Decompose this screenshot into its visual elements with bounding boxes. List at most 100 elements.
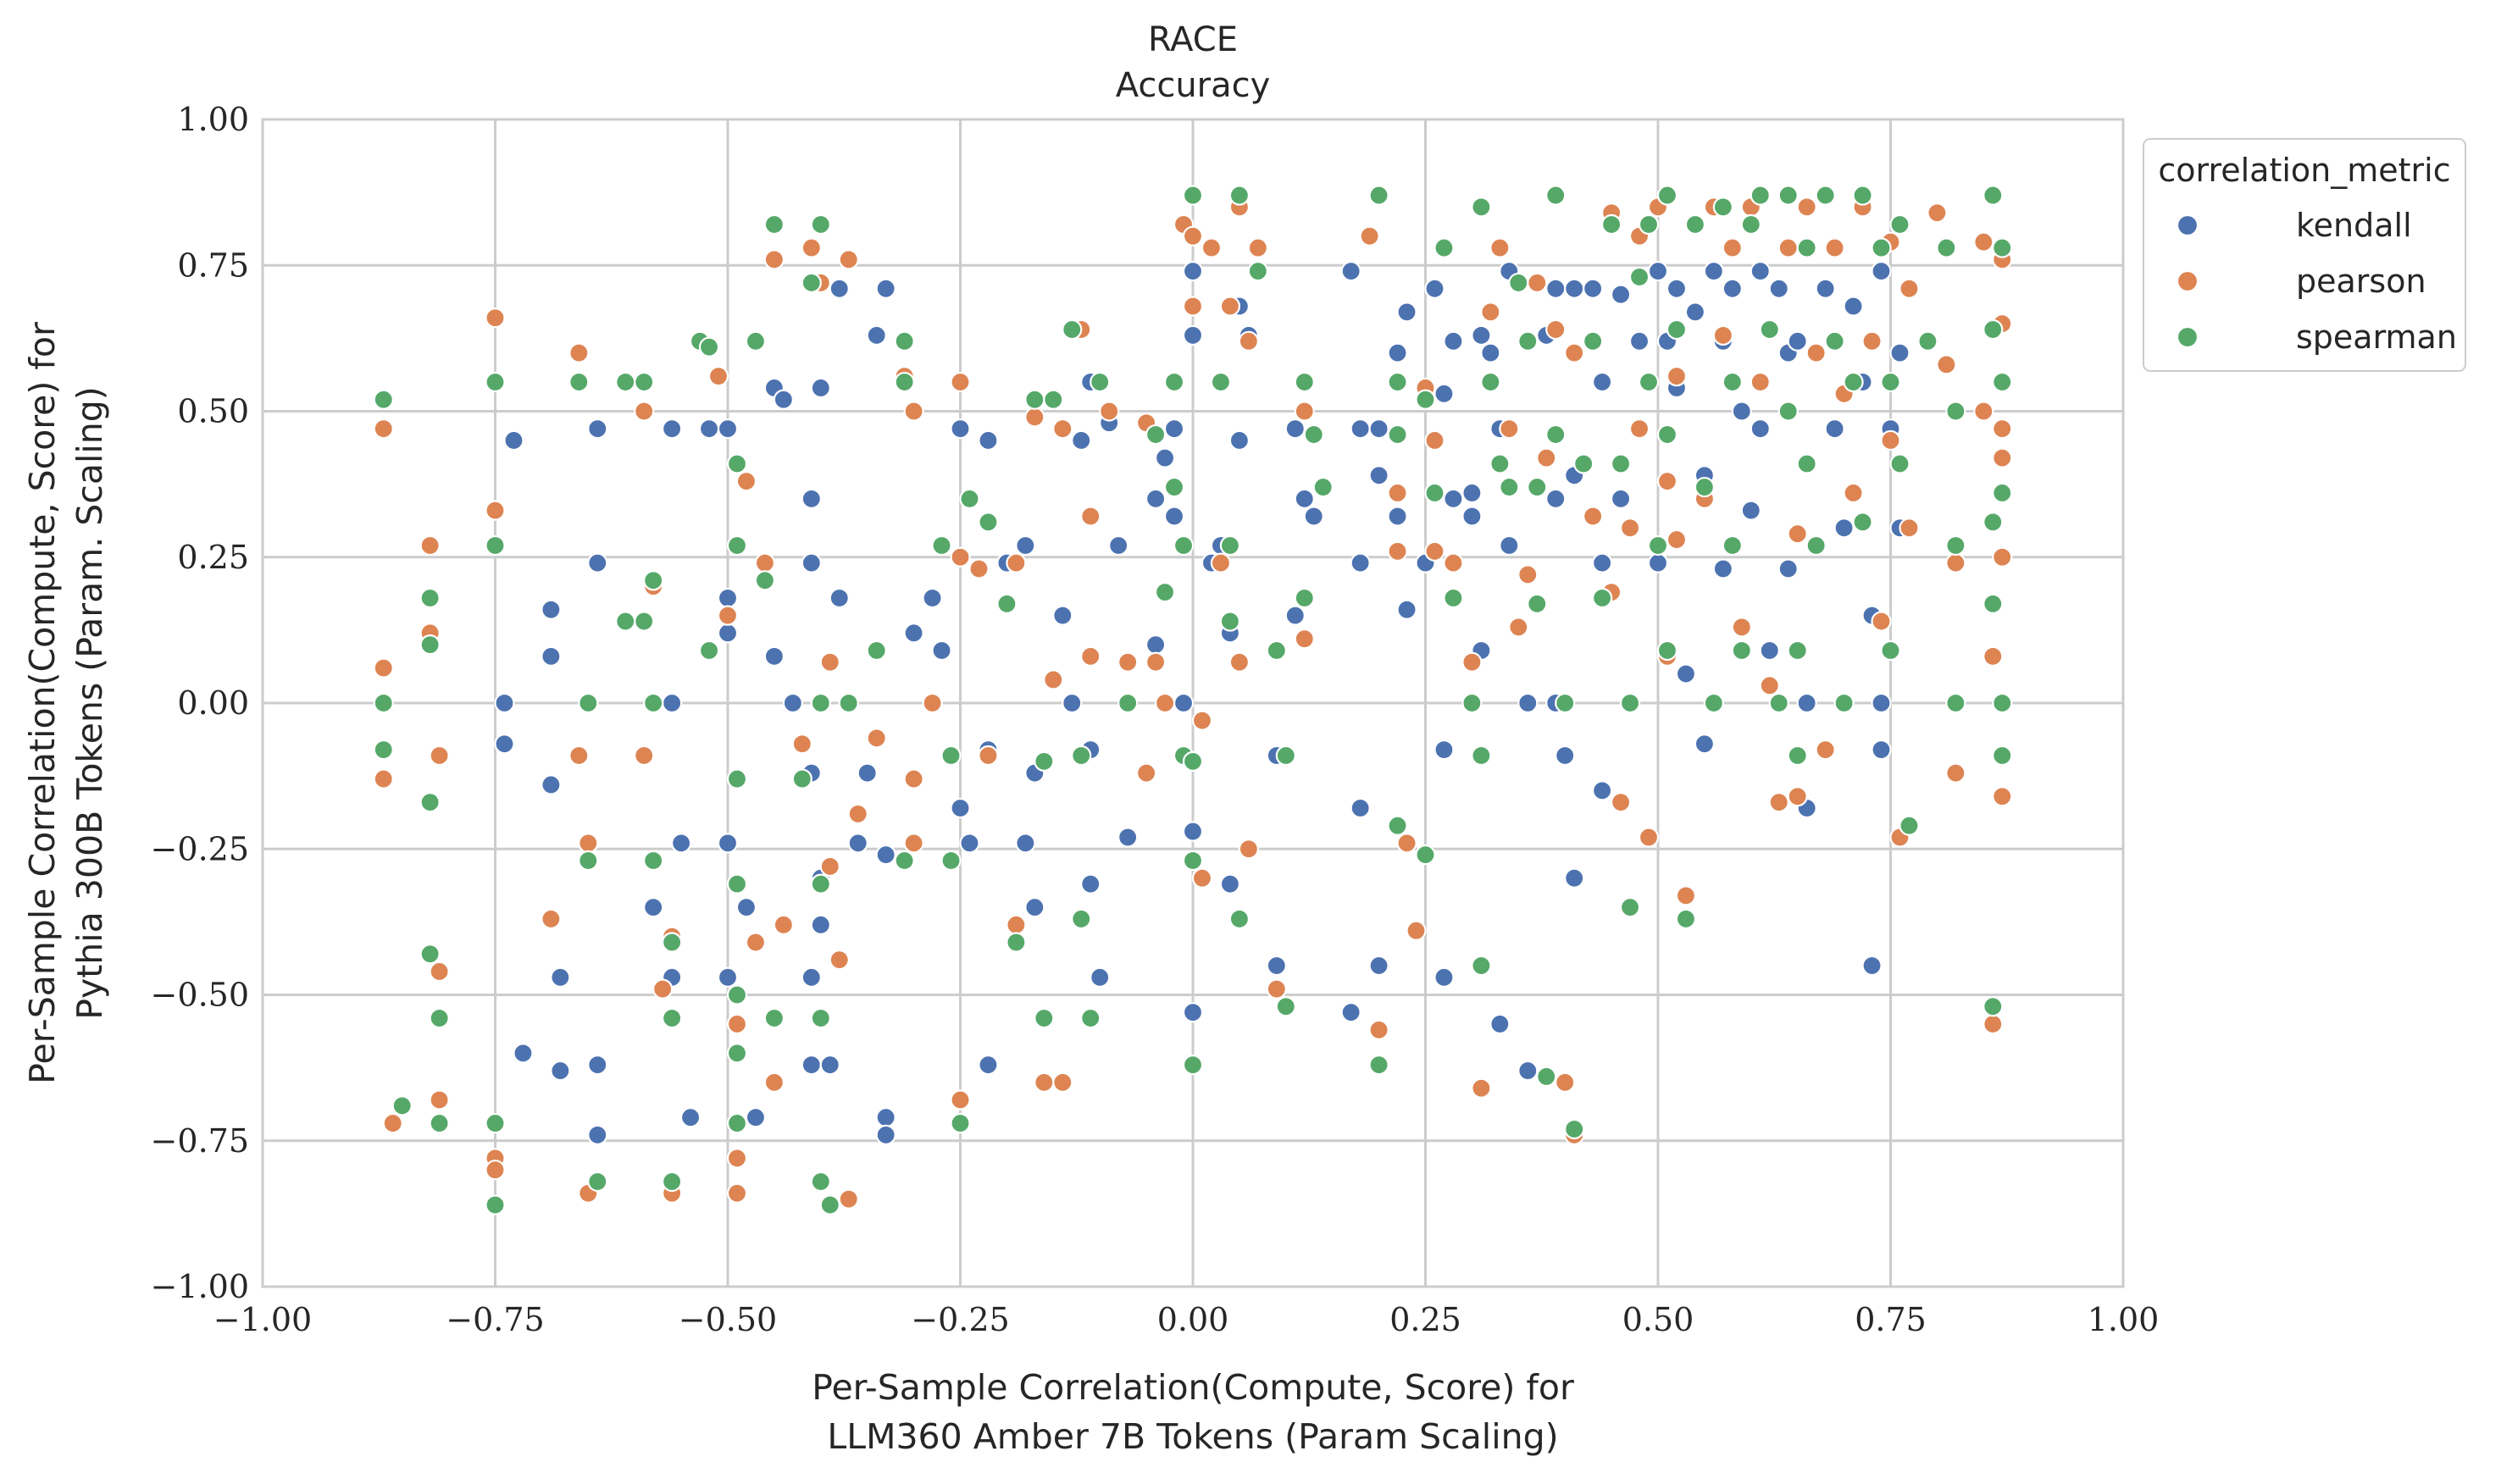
series-spearman — [373, 185, 2013, 1215]
kendall-point — [1015, 534, 1036, 556]
spearman-point — [1759, 318, 1780, 341]
kendall-point — [950, 797, 971, 819]
spearman-point — [643, 570, 664, 591]
kendall-point — [1564, 278, 1585, 299]
kendall-point — [1592, 780, 1613, 801]
pearson-point — [1536, 447, 1557, 468]
kendall-point — [1703, 261, 1724, 282]
spearman-point — [578, 850, 599, 872]
pearson-point — [1238, 839, 1259, 860]
chart-subtitle: Accuracy — [1116, 66, 1271, 105]
kendall-point — [1340, 261, 1361, 282]
kendall-point — [1062, 692, 1083, 714]
kendall-point — [1284, 418, 1306, 440]
spearman-point — [1517, 330, 1539, 352]
spearman-point — [419, 634, 441, 656]
pearson-point — [1750, 371, 1771, 393]
pearson-point — [1508, 617, 1529, 638]
pearson-point — [838, 1188, 859, 1210]
kendall-point — [1461, 482, 1483, 504]
spearman-point — [726, 534, 748, 556]
pearson-point — [419, 534, 441, 556]
kendall-point — [1517, 692, 1539, 714]
spearman-point — [1387, 815, 1408, 836]
spearman-point — [1889, 453, 1910, 474]
pearson-point — [903, 768, 924, 789]
x-tick-labels: −1.00 −0.75 −0.50 −0.25 0.00 0.25 0.50 0.75 1.00 — [214, 1301, 2160, 1338]
pearson-point — [978, 745, 999, 767]
y-axis-label-line2: Pythia 300B Tokens (Param. Scaling) — [69, 386, 110, 1020]
pearson-point — [652, 978, 674, 999]
spearman-point — [1666, 318, 1688, 341]
kendall-point — [1368, 465, 1389, 486]
kendall-point — [494, 734, 515, 755]
spearman-point — [1527, 593, 1548, 614]
spearman-point — [1471, 197, 1492, 218]
kendall-point — [503, 429, 524, 451]
spearman-point — [1722, 371, 1743, 393]
kendall-point — [1434, 383, 1455, 404]
kendall-point — [1350, 418, 1371, 440]
pearson-point — [1843, 482, 1864, 504]
kendall-point — [550, 1060, 571, 1082]
pearson-point — [1145, 651, 1167, 673]
spearman-point — [726, 768, 748, 789]
kendall-point — [541, 599, 562, 620]
spearman-point — [1182, 750, 1204, 772]
spearman-point — [1992, 745, 2013, 767]
kendall-point — [1182, 324, 1204, 346]
spearman-point — [1600, 213, 1622, 235]
pearson-point — [1564, 342, 1585, 363]
kendall-point — [1517, 1060, 1539, 1082]
pearson-point — [1461, 651, 1483, 673]
spearman-point — [1555, 692, 1576, 714]
pearson-point — [819, 651, 840, 673]
pearson-point — [1992, 447, 2013, 468]
spearman-point — [1034, 750, 1055, 772]
kendall-point — [717, 966, 739, 988]
pearson-point — [735, 471, 757, 492]
spearman-point — [940, 850, 962, 872]
spearman-point — [373, 739, 394, 761]
spearman-point — [1210, 371, 1232, 393]
spearman-point — [698, 336, 720, 357]
pearson-point — [1610, 792, 1632, 813]
pearson-point — [754, 552, 776, 573]
kendall-point — [810, 914, 831, 935]
spearman-point — [429, 1112, 450, 1134]
pearson-point — [485, 1160, 506, 1181]
kendall-point — [1471, 324, 1492, 346]
pearson-point — [373, 657, 394, 678]
spearman-point — [1368, 185, 1389, 206]
kendall-point — [801, 966, 822, 988]
spearman-point — [1917, 330, 1938, 352]
x-tick-label: 0.75 — [1855, 1301, 1927, 1338]
spearman-point — [1471, 955, 1492, 977]
spearman-point — [662, 932, 683, 953]
pearson-point — [1973, 231, 1994, 252]
pearson-point — [903, 401, 924, 422]
pearson-point — [1787, 523, 1808, 545]
spearman-point — [1647, 534, 1669, 556]
pearson-point — [1759, 675, 1780, 696]
pearson-point — [763, 1071, 785, 1093]
spearman-point — [866, 640, 887, 662]
kendall-point — [1861, 955, 1883, 977]
kendall-point — [1368, 418, 1389, 440]
pearson-point — [968, 558, 990, 579]
kendall-point — [1024, 897, 1045, 918]
spearman-point — [1824, 330, 1845, 352]
pearson-point — [1656, 471, 1678, 492]
pearson-point — [1899, 278, 1920, 299]
pearson-point — [1861, 330, 1883, 352]
kendall-point — [1796, 692, 1817, 714]
spearman-point — [391, 1095, 413, 1116]
pearson-point — [373, 768, 394, 789]
spearman-point — [1982, 512, 2004, 533]
kendall-point — [735, 897, 757, 918]
kendall-point — [857, 762, 878, 784]
scatter-points — [373, 185, 2013, 1215]
spearman-point — [1768, 692, 1789, 714]
pearson-point — [1471, 1077, 1492, 1099]
